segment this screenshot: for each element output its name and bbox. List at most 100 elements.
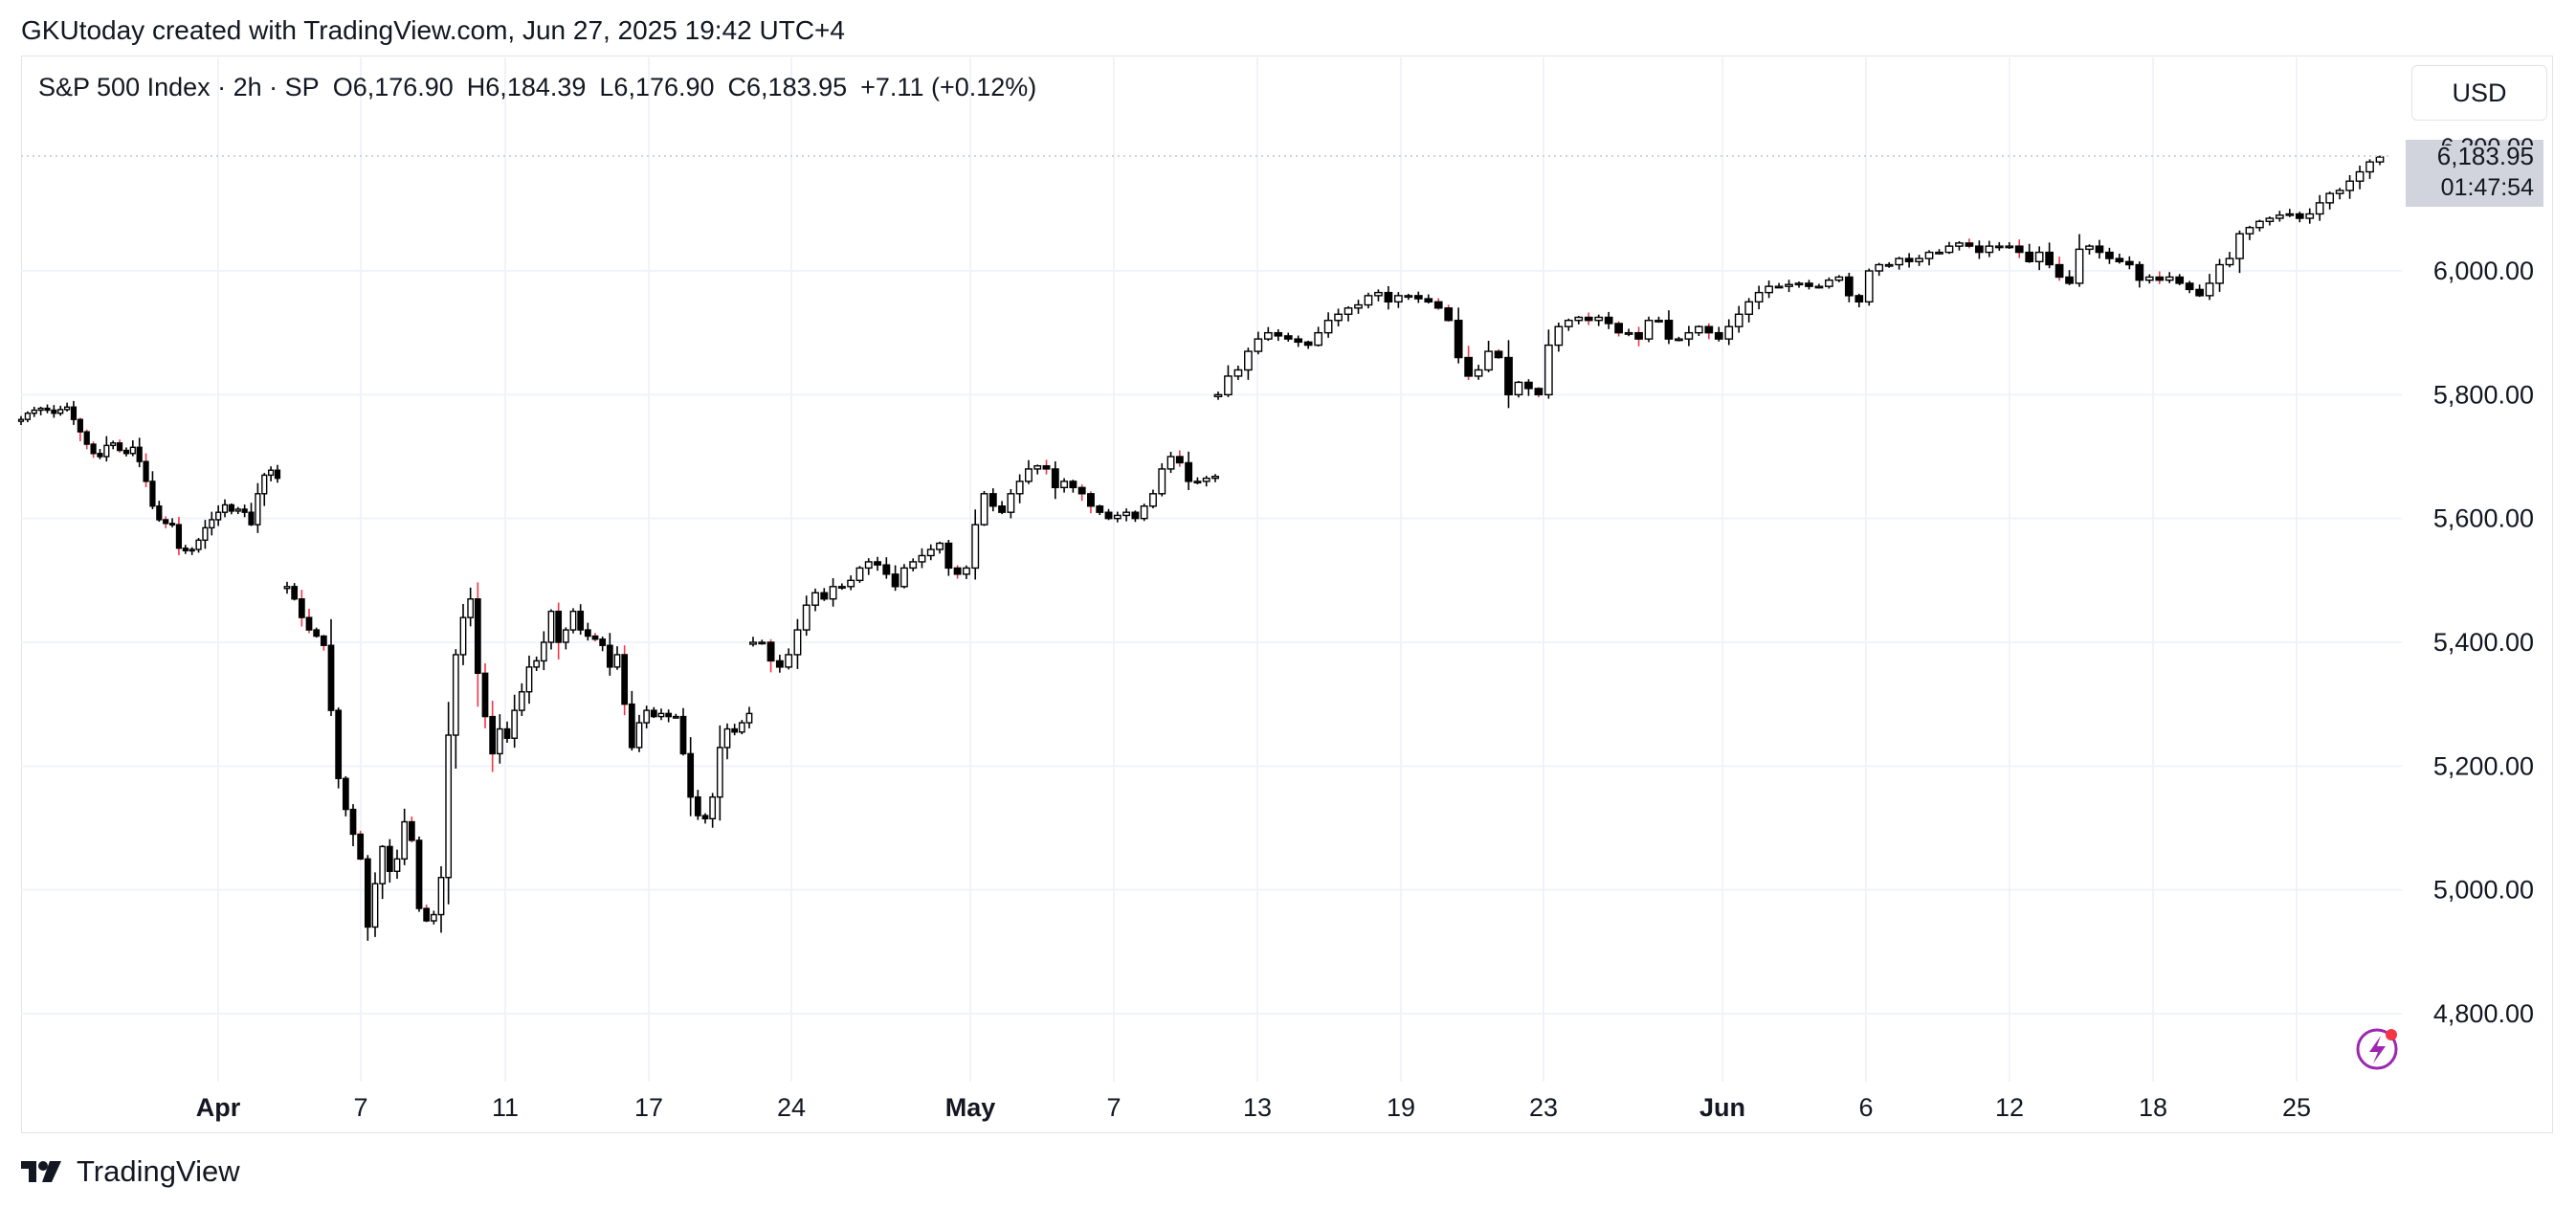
candle-body xyxy=(1294,338,1303,344)
candle-body xyxy=(1007,493,1015,513)
x-tick-label: 7 xyxy=(1106,1093,1121,1122)
candle-body xyxy=(274,469,281,480)
candle-body xyxy=(584,629,591,638)
candle-body xyxy=(342,777,349,811)
candle-body xyxy=(1584,316,1593,322)
candle-body xyxy=(1140,505,1148,520)
candle-body xyxy=(1895,257,1904,266)
candle-body xyxy=(1814,285,1824,289)
candle-body xyxy=(758,641,766,645)
candle-body xyxy=(716,747,723,798)
candle-body xyxy=(1594,316,1604,322)
candle-body xyxy=(1131,511,1140,520)
lightning-icon[interactable] xyxy=(2356,1028,2398,1070)
candle-body xyxy=(261,474,268,495)
candle-body xyxy=(51,409,57,414)
candle-body xyxy=(577,610,585,631)
candle-body xyxy=(694,795,701,817)
candle-body xyxy=(364,858,371,928)
candle-body xyxy=(1211,475,1219,480)
candle-body xyxy=(1213,393,1223,397)
candle-body xyxy=(749,641,757,645)
candle-body xyxy=(335,709,343,779)
candle-body xyxy=(1474,369,1483,377)
candle-body xyxy=(731,727,739,733)
candle-body xyxy=(1774,285,1784,289)
candle-body xyxy=(1543,344,1553,396)
y-tick-label: 5,800.00 xyxy=(2433,380,2534,409)
candle-body xyxy=(2124,260,2134,266)
candle-body xyxy=(1644,320,1654,340)
candle-body xyxy=(1985,245,1994,254)
price-axis: 4,800.00 5,000.00 5,200.00 5,400.00 5,600.00… xyxy=(2433,257,2534,1028)
candle-body xyxy=(63,406,71,411)
candle-body xyxy=(2034,251,2044,263)
candle-body xyxy=(988,493,997,507)
chart-grid xyxy=(21,57,2402,1082)
candle-body xyxy=(2165,276,2174,281)
candle-body xyxy=(1754,291,1764,303)
candle-body xyxy=(1334,313,1343,322)
candle-body xyxy=(415,839,423,909)
candle-body xyxy=(1714,331,1723,340)
candle-body xyxy=(1015,481,1024,495)
candle-body xyxy=(103,444,110,458)
candle-body xyxy=(1051,468,1059,489)
y-tick-label: 5,200.00 xyxy=(2433,751,2534,780)
candle-body xyxy=(77,418,83,433)
x-tick-label: 17 xyxy=(634,1093,663,1122)
candle-body xyxy=(891,573,899,588)
x-tick-label: 25 xyxy=(2282,1093,2311,1122)
candle-body xyxy=(562,629,569,643)
candle-body xyxy=(2335,190,2344,194)
candle-body xyxy=(1069,481,1077,489)
candle-body xyxy=(268,469,275,477)
candle-body xyxy=(811,592,819,606)
candle-body xyxy=(1077,486,1086,495)
currency-button[interactable]: USD xyxy=(2411,65,2547,121)
candle-body xyxy=(2285,213,2295,216)
candle-body xyxy=(202,526,209,541)
candle-body xyxy=(156,505,163,521)
candle-body xyxy=(327,644,335,711)
candle-body xyxy=(1884,263,1894,267)
candle-body xyxy=(962,567,970,575)
candle-body xyxy=(163,519,169,525)
candle-body xyxy=(518,691,525,711)
candle-body xyxy=(511,709,519,739)
candle-body xyxy=(452,654,459,736)
candle-body xyxy=(24,413,31,420)
candle-body xyxy=(1864,270,1874,303)
candle-body xyxy=(899,567,908,588)
candle-body xyxy=(847,579,855,588)
candle-body xyxy=(1734,313,1743,327)
candle-body xyxy=(998,505,1007,513)
footer-branding[interactable]: TradingView xyxy=(21,1154,240,1189)
candle-body xyxy=(1614,323,1623,334)
chart-credit: GKUtoday created with TradingView.com, J… xyxy=(21,15,845,45)
candle-body xyxy=(228,503,235,512)
candle-body xyxy=(143,460,149,482)
candle-body xyxy=(1224,375,1232,396)
candle-body xyxy=(1374,291,1383,297)
candle-body xyxy=(1433,301,1443,309)
candle-body xyxy=(980,493,988,526)
candle-body xyxy=(37,407,44,412)
candle-body xyxy=(1444,307,1454,322)
candle-body xyxy=(1354,303,1363,309)
symbol-label[interactable]: S&P 500 Index · 2h · SP xyxy=(38,73,320,101)
candle-body xyxy=(2225,257,2234,266)
candle-body xyxy=(298,598,305,618)
y-tick-label: 5,400.00 xyxy=(2433,628,2534,657)
last-price-countdown: 01:47:54 xyxy=(2441,174,2534,201)
candle-body xyxy=(2105,251,2114,259)
x-tick-label: 7 xyxy=(353,1093,367,1122)
candle-body xyxy=(408,820,415,841)
candle-body xyxy=(882,564,891,575)
candle-body xyxy=(820,592,829,600)
candle-body xyxy=(745,712,753,724)
candle-body xyxy=(1384,291,1393,303)
candle-body xyxy=(2245,227,2254,235)
candle-body xyxy=(357,833,365,861)
